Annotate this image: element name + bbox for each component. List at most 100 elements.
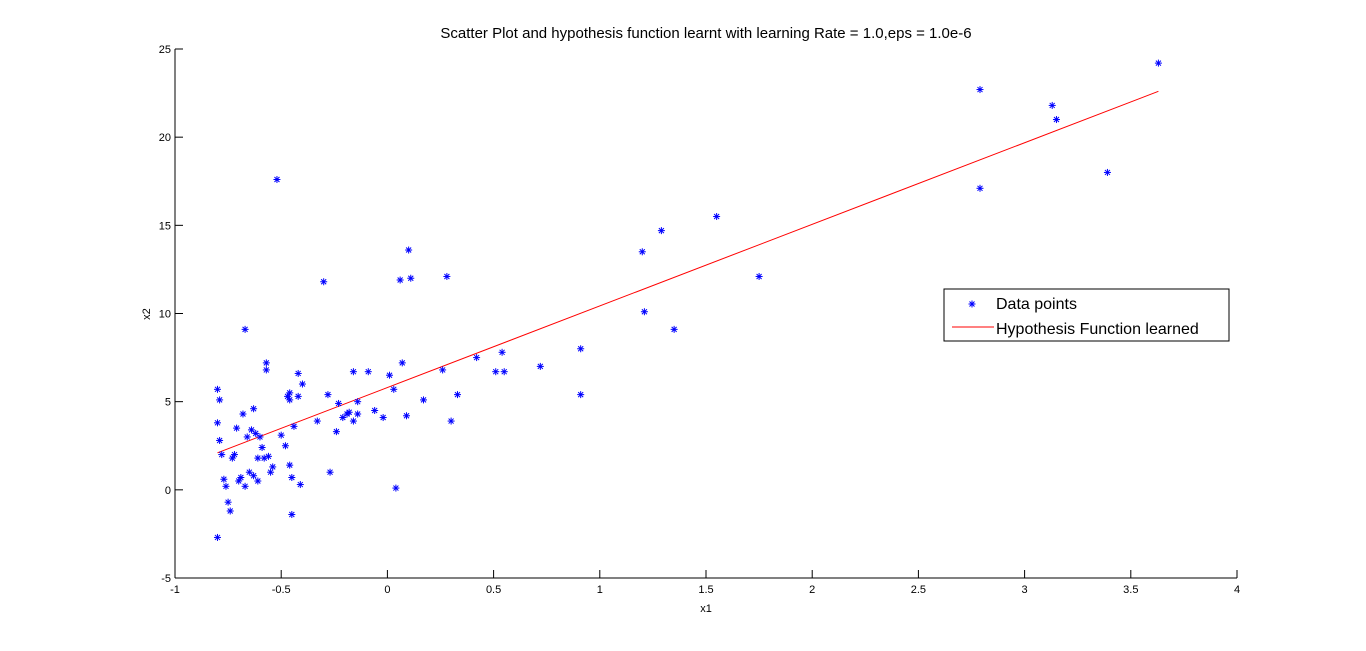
data-points-layer xyxy=(213,59,1162,541)
data-point xyxy=(1154,59,1162,67)
x-tick-label: 0 xyxy=(384,584,390,596)
y-axis-label: x2 xyxy=(141,308,153,320)
data-point xyxy=(1052,116,1060,124)
data-point xyxy=(339,414,347,422)
data-point xyxy=(241,482,249,490)
data-point xyxy=(230,451,238,459)
x-tick-label: 3 xyxy=(1022,584,1028,596)
data-point xyxy=(262,359,270,367)
data-point xyxy=(320,278,328,286)
data-point xyxy=(294,392,302,400)
data-point xyxy=(222,482,230,490)
data-point xyxy=(345,408,353,416)
x-tick-label: 2 xyxy=(809,584,815,596)
data-point xyxy=(256,433,264,441)
data-point xyxy=(447,417,455,425)
data-point xyxy=(640,308,648,316)
data-point xyxy=(392,484,400,492)
y-tick-label: 0 xyxy=(165,485,171,497)
data-point xyxy=(379,414,387,422)
data-point xyxy=(403,412,411,420)
data-point xyxy=(247,426,255,434)
x-tick-label: 1 xyxy=(597,584,603,596)
data-point xyxy=(269,463,277,471)
legend-label-hypothesis-line: Hypothesis Function learned xyxy=(996,321,1199,338)
data-point xyxy=(1103,168,1111,176)
hypothesis-line xyxy=(217,90,1159,454)
chart-title: Scatter Plot and hypothesis function lea… xyxy=(440,25,971,42)
data-point xyxy=(313,417,321,425)
data-point xyxy=(254,477,262,485)
x-tick-label: -0.5 xyxy=(272,584,291,596)
data-point xyxy=(286,389,294,397)
data-point xyxy=(228,454,236,462)
data-point xyxy=(290,422,298,430)
data-point xyxy=(407,274,415,282)
data-point xyxy=(498,348,506,356)
data-point xyxy=(258,444,266,452)
data-point xyxy=(1048,101,1056,109)
data-point xyxy=(250,405,258,413)
data-point xyxy=(536,362,544,370)
data-point xyxy=(492,368,500,376)
data-point xyxy=(277,431,285,439)
data-point xyxy=(349,417,357,425)
y-tick-label: 5 xyxy=(165,397,171,409)
data-point xyxy=(443,272,451,280)
legend: Data points Hypothesis Function learned xyxy=(943,288,1230,342)
data-point xyxy=(220,475,228,483)
data-point xyxy=(213,385,221,393)
data-point xyxy=(396,276,404,284)
data-point xyxy=(500,368,508,376)
data-point xyxy=(224,498,232,506)
data-point xyxy=(638,248,646,256)
data-point xyxy=(577,391,585,399)
y-tick-label: 10 xyxy=(159,309,171,321)
x-axis-label: x1 xyxy=(700,603,712,615)
data-point xyxy=(288,511,296,519)
x-tick-label: 1.5 xyxy=(698,584,713,596)
legend-box xyxy=(943,288,1230,342)
data-point xyxy=(288,473,296,481)
data-point xyxy=(218,451,226,459)
x-tick-label: 0.5 xyxy=(486,584,501,596)
data-point xyxy=(286,396,294,404)
data-point xyxy=(213,533,221,541)
tick-labels: -1 -0.5 0 0.5 1 1.5 2 2.5 3 3.5 4 -5 0 5 10 15 20 25 xyxy=(159,44,1240,596)
data-point xyxy=(243,433,251,441)
data-point xyxy=(254,454,262,462)
data-point xyxy=(237,473,245,481)
data-point xyxy=(264,452,272,460)
data-point xyxy=(354,398,362,406)
data-point xyxy=(670,325,678,333)
legend-marker-data-points xyxy=(968,300,976,308)
data-point xyxy=(324,391,332,399)
data-point xyxy=(364,368,372,376)
y-tick-label: -5 xyxy=(161,573,171,585)
data-point xyxy=(250,472,258,480)
y-tick-label: 15 xyxy=(159,220,171,232)
data-point xyxy=(332,428,340,436)
data-point xyxy=(252,429,260,437)
data-point xyxy=(213,419,221,427)
data-point xyxy=(405,246,413,254)
data-point xyxy=(239,410,247,418)
data-point xyxy=(473,354,481,362)
data-point xyxy=(453,391,461,399)
data-point xyxy=(657,227,665,235)
data-point xyxy=(216,396,224,404)
legend-label-data-points: Data points xyxy=(996,296,1077,313)
x-tick-label: 4 xyxy=(1234,584,1240,596)
data-point xyxy=(335,399,343,407)
hypothesis-line-layer xyxy=(217,90,1159,454)
data-point xyxy=(241,325,249,333)
x-tick-label: 3.5 xyxy=(1123,584,1138,596)
data-point xyxy=(577,345,585,353)
data-point xyxy=(439,366,447,374)
data-point xyxy=(281,442,289,450)
data-point xyxy=(420,396,428,404)
data-point xyxy=(713,213,721,221)
y-tick-label: 25 xyxy=(159,44,171,56)
data-point xyxy=(326,468,334,476)
